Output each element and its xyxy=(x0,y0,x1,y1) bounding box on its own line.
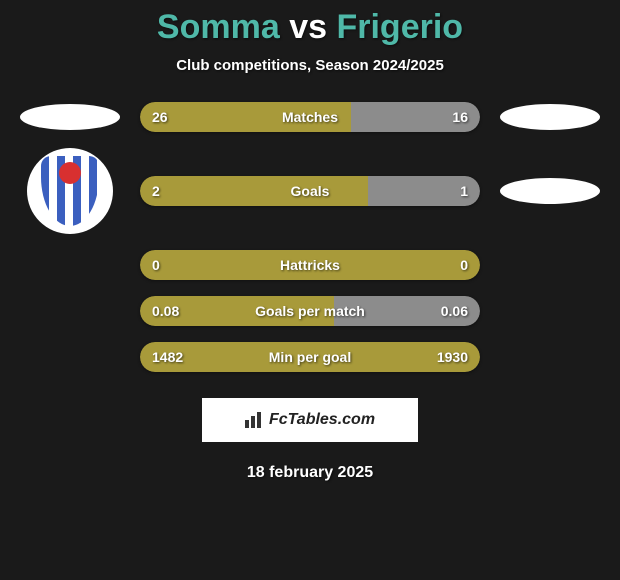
oval-icon xyxy=(20,104,120,130)
stat-left-value: 26 xyxy=(152,109,168,125)
player2-name: Frigerio xyxy=(336,8,463,46)
stat-row: 0 Hattricks 0 xyxy=(0,250,620,280)
title: Somma vs Frigerio xyxy=(0,8,620,47)
right-icon-slot xyxy=(500,148,600,234)
branding-text: FcTables.com xyxy=(269,411,375,429)
oval-icon xyxy=(500,178,600,204)
oval-icon xyxy=(500,104,600,130)
stat-row: 2 Goals 1 xyxy=(0,148,620,234)
stat-row: 0.08 Goals per match 0.06 xyxy=(0,296,620,326)
stat-label: Matches xyxy=(282,109,338,125)
stat-row: 26 Matches 16 xyxy=(0,102,620,132)
subtitle: Club competitions, Season 2024/2025 xyxy=(0,57,620,74)
stat-left-value: 0.08 xyxy=(152,303,179,319)
left-icon-slot xyxy=(20,148,120,234)
stat-bar: 1482 Min per goal 1930 xyxy=(140,342,480,372)
stat-row: 1482 Min per goal 1930 xyxy=(0,342,620,372)
stat-bar: 0 Hattricks 0 xyxy=(140,250,480,280)
stat-right-value: 16 xyxy=(452,109,468,125)
stat-bar: 2 Goals 1 xyxy=(140,176,480,206)
bar-left xyxy=(140,176,368,206)
comparison-card: Somma vs Frigerio Club competitions, Sea… xyxy=(0,0,620,482)
stat-left-value: 1482 xyxy=(152,349,183,365)
stat-label: Goals xyxy=(291,183,330,199)
date-text: 18 february 2025 xyxy=(0,464,620,482)
left-icon-slot xyxy=(20,104,120,130)
right-icon-slot xyxy=(500,104,600,130)
vs-text: vs xyxy=(289,8,327,46)
bar-chart-icon xyxy=(245,412,265,428)
stat-label: Goals per match xyxy=(255,303,365,319)
stat-bar: 26 Matches 16 xyxy=(140,102,480,132)
branding-box: FcTables.com xyxy=(202,398,418,442)
stat-right-value: 0 xyxy=(460,257,468,273)
stat-right-value: 0.06 xyxy=(441,303,468,319)
stat-left-value: 0 xyxy=(152,257,160,273)
stat-label: Min per goal xyxy=(269,349,351,365)
stat-left-value: 2 xyxy=(152,183,160,199)
stat-right-value: 1 xyxy=(460,183,468,199)
stat-bar: 0.08 Goals per match 0.06 xyxy=(140,296,480,326)
stat-label: Hattricks xyxy=(280,257,340,273)
player1-name: Somma xyxy=(157,8,280,46)
team-shield-icon xyxy=(27,148,113,234)
stat-right-value: 1930 xyxy=(437,349,468,365)
stats-section: 26 Matches 16 2 Goals 1 xyxy=(0,102,620,372)
